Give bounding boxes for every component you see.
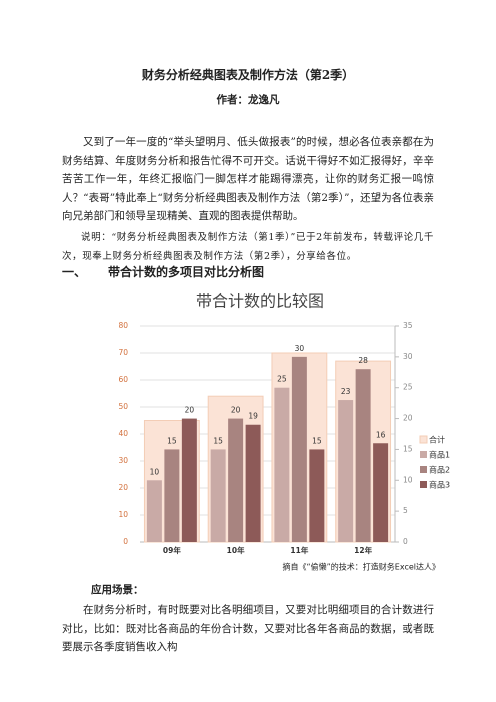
author: 作者：龙逸凡	[216, 94, 280, 106]
y-tick-label: 40	[118, 429, 128, 438]
data-label: 23	[341, 387, 351, 396]
usage-paragraph: 在财务分析时，有时既要对比各明细项目，又要对比明细项目的合计数进行对比，比如：既…	[62, 604, 434, 654]
x-tick-label: 09年	[163, 545, 181, 555]
bar	[355, 369, 371, 542]
legend-label: 商品1	[429, 450, 450, 460]
data-label: 20	[231, 406, 241, 415]
legend-label: 合计	[429, 435, 445, 445]
usage-heading: 应用场景：	[91, 584, 144, 596]
bar	[181, 418, 197, 542]
bar	[309, 449, 325, 542]
data-label: 15	[213, 436, 223, 445]
y2-tick-label: 20	[403, 414, 413, 423]
note-paragraph: 说明：“财务分析经典图表及制作方法（第1季）”已于2年前发布，转载评论几千次，现…	[62, 232, 434, 262]
section-title: 带合计数的多项目对比分析图	[108, 265, 265, 279]
y2-tick-label: 0	[403, 537, 408, 546]
data-label: 30	[295, 344, 305, 353]
y-tick-label: 10	[118, 510, 128, 519]
x-tick-label: 12年	[354, 545, 372, 555]
legend-label: 商品2	[429, 465, 450, 475]
bar	[245, 424, 261, 542]
legend-swatch	[420, 466, 427, 473]
legend-swatch	[420, 451, 427, 458]
data-label: 16	[376, 430, 386, 439]
chart-source: 摘自《“偷懒”的技术：打造财务Excel达人》	[283, 562, 440, 572]
intro-paragraph: 又到了一年一度的“举头望明月、低头做报表”的时候，想必各位表亲都在为财务结算、年…	[62, 136, 434, 223]
bar	[373, 443, 389, 542]
bar	[338, 400, 354, 542]
data-label: 10	[150, 467, 160, 476]
data-label: 15	[167, 436, 177, 445]
bar	[228, 418, 244, 542]
chart-title: 带合计数的比较图	[196, 292, 324, 311]
data-label: 15	[312, 436, 322, 445]
doc-title: 财务分析经典图表及制作方法（第2季）	[141, 68, 355, 82]
y-tick-label: 20	[118, 483, 128, 492]
legend-label: 商品3	[429, 480, 450, 490]
bar	[164, 449, 180, 542]
x-tick-label: 11年	[290, 545, 308, 555]
y2-tick-label: 30	[403, 352, 413, 361]
bar	[274, 387, 290, 542]
data-label: 20	[185, 406, 195, 415]
y2-tick-label: 10	[403, 475, 413, 484]
y-tick-label: 30	[118, 456, 128, 465]
bar	[291, 356, 307, 542]
data-label: 19	[248, 412, 258, 421]
legend-swatch	[419, 435, 428, 444]
x-tick-label: 10年	[227, 545, 245, 555]
legend-swatch	[420, 481, 427, 488]
y2-tick-label: 5	[403, 506, 408, 515]
y-tick-label: 50	[118, 402, 128, 411]
bar	[210, 449, 226, 542]
y2-tick-label: 25	[403, 383, 413, 392]
y-tick-label: 80	[118, 321, 128, 330]
y2-tick-label: 15	[403, 444, 413, 453]
y-tick-label: 70	[118, 348, 128, 357]
data-label: 25	[277, 375, 287, 384]
bar	[146, 480, 162, 542]
data-label: 28	[358, 356, 368, 365]
y-tick-label: 60	[118, 375, 128, 384]
section-number: 一、	[62, 265, 87, 279]
y-tick-label: 0	[123, 537, 128, 546]
y2-tick-label: 35	[403, 321, 413, 330]
